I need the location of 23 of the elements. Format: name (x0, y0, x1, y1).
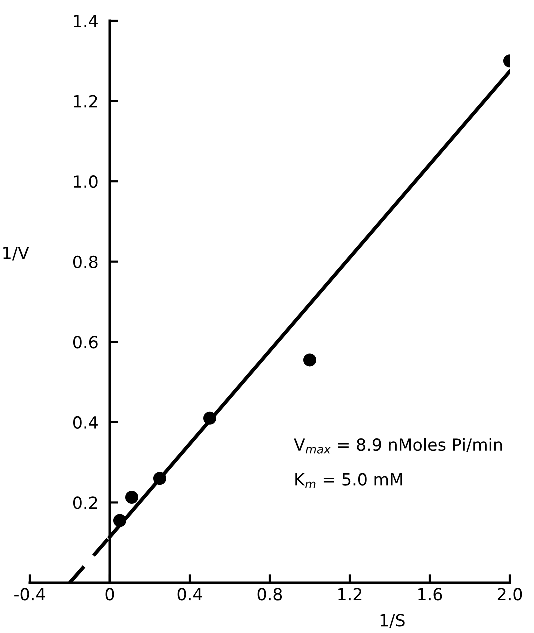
x-tick-label: 0.4 (178, 588, 202, 601)
y-tick-label: 0.8 (73, 256, 98, 268)
point (125, 490, 139, 504)
x-tick-label: 2.0 (498, 588, 522, 601)
x-tick-label: -0.4 (14, 588, 46, 601)
y-tick-label: 0.2 (73, 496, 98, 510)
x-tick-label: 0.8 (258, 588, 282, 601)
y-axis-title: 1/V (4, 247, 30, 261)
x-tick-label: 0 (106, 588, 114, 601)
y-tick-label: 1.2 (74, 95, 98, 108)
point (113, 514, 127, 528)
y-tick-label: 1.0 (74, 176, 98, 188)
point (203, 412, 217, 425)
x-tick-label: 1.6 (418, 588, 442, 601)
point (153, 472, 167, 486)
annotation: V$_{max}$ = 8.9 nMoles Pi/min (294, 438, 502, 454)
point (303, 354, 317, 367)
y-tick-label: 0.4 (73, 416, 98, 429)
annotation: K$_{m}$ = 5.0 mM (296, 473, 402, 488)
y-tick-label: 0.6 (73, 336, 98, 349)
y-tick-label: 1.4 (74, 15, 98, 28)
x-axis-title: 1/S (380, 614, 405, 628)
x-tick-label: 1.2 (338, 588, 362, 601)
